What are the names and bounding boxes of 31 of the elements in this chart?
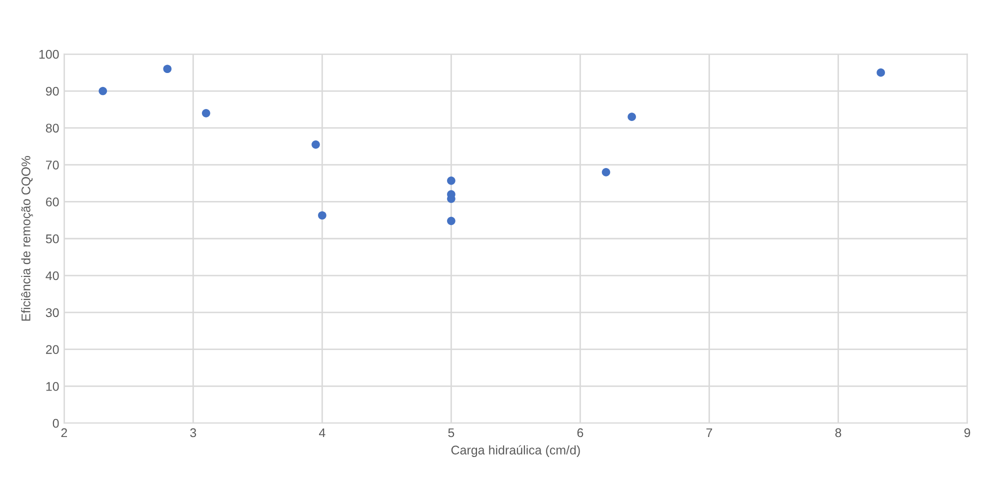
y-tick-label: 90	[46, 86, 59, 96]
y-tick-label: 60	[46, 198, 59, 206]
point	[163, 64, 172, 74]
y-tick-label: 100	[39, 50, 59, 59]
y-tick-label: 30	[46, 308, 59, 318]
x-tick-label: 6	[577, 428, 584, 438]
y-tick-label: 70	[46, 160, 59, 170]
point	[876, 68, 885, 77]
x-tick-label: 7	[706, 428, 712, 438]
x-tick-label: 5	[448, 428, 454, 438]
y-axis-title: Eficiência de remoção CQO%	[21, 156, 33, 321]
point	[447, 216, 456, 226]
x-tick-label: 8	[835, 428, 842, 438]
x-tick-label: 3	[190, 428, 196, 438]
point	[318, 211, 326, 220]
point	[628, 112, 636, 122]
y-tick-label: 40	[46, 271, 59, 280]
point	[447, 176, 456, 185]
x-tick-label: 9	[964, 428, 970, 438]
point	[602, 168, 610, 176]
x-tick-label: 2	[61, 428, 68, 438]
y-tick-label: 20	[46, 345, 59, 354]
x-axis-title: Carga hidraúlica (cm/d)	[451, 445, 580, 457]
point	[98, 86, 108, 96]
y-tick-label: 10	[46, 382, 59, 391]
x-tick-label: 4	[318, 428, 326, 438]
y-tick-label: 80	[46, 124, 59, 133]
y-tick-label: 0	[52, 418, 59, 428]
point	[312, 140, 320, 149]
y-tick-label: 50	[46, 234, 59, 244]
point	[202, 108, 210, 118]
